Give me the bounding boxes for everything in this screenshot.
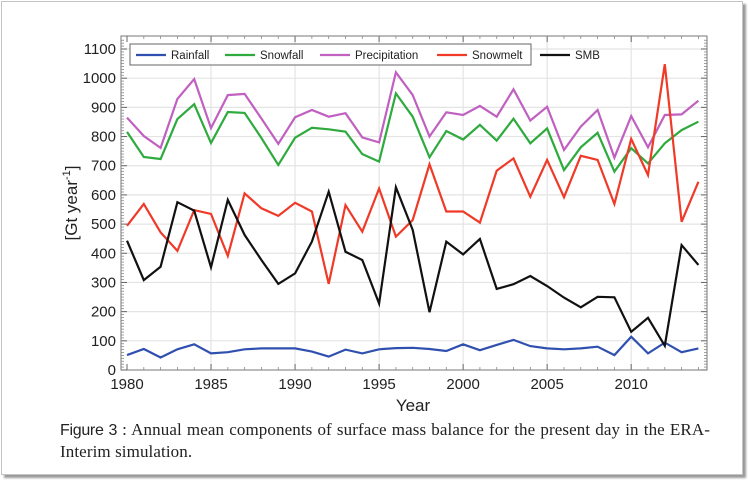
x-tick-label: 1985 (194, 376, 227, 393)
caption-label: Figure 3 (60, 422, 118, 439)
y-axis-label-close: ] (62, 166, 81, 171)
legend-label-snowfall: Snowfall (260, 50, 303, 62)
x-tick-label: 2000 (446, 376, 479, 393)
y-axis-label-base: [Gt year (62, 180, 81, 241)
series-lines (125, 64, 700, 359)
x-tick-label: 1995 (362, 376, 395, 393)
series-line-smb (125, 183, 700, 349)
series-line-precipitation (126, 69, 700, 161)
y-axis-label-sup: -1 (61, 170, 73, 180)
y-tick-label: 600 (91, 187, 116, 204)
series-precipitation (126, 69, 700, 161)
series-line-rainfall (126, 335, 699, 359)
legend-item-smb: SMB (540, 50, 600, 62)
y-tick-label: 1100 (84, 41, 116, 58)
legend-item-rainfall: Rainfall (136, 50, 209, 62)
series-smb (125, 183, 700, 349)
y-tick-label: 200 (91, 304, 116, 321)
series-rainfall (126, 335, 699, 359)
x-tick-label: 2010 (614, 376, 647, 393)
axis-ticks (121, 36, 707, 371)
series-snowmelt (126, 64, 700, 285)
grid-lines (121, 36, 707, 370)
caption-text: Annual mean components of surface mass b… (60, 420, 710, 461)
legend: Rainfall Snowfall Precipitation Snowmelt SMB (129, 43, 600, 66)
legend-label-precipitation: Precipitation (355, 50, 418, 62)
x-tick-label: 2005 (530, 376, 563, 393)
legend-item-snowmelt: Snowmelt (437, 50, 523, 62)
x-axis-label: Year (396, 396, 431, 415)
y-tick-label: 700 (91, 158, 116, 175)
y-tick-label: 500 (91, 216, 116, 233)
legend-item-precipitation: Precipitation (320, 50, 418, 62)
y-tick-label: 1000 (83, 70, 116, 87)
legend-item-snowfall: Snowfall (225, 50, 303, 62)
y-tick-label: 400 (91, 245, 116, 262)
y-tick-label: 0 (108, 362, 116, 379)
x-tick-label: 1980 (110, 376, 143, 393)
legend-label-rainfall: Rainfall (171, 50, 209, 62)
plot-area (120, 35, 708, 371)
y-tick-labels: 0 100 200 300 400 500 600 700 800 900 1000 1100 (83, 41, 116, 379)
y-tick-label: 100 (91, 333, 116, 350)
legend-label-smb: SMB (575, 50, 600, 62)
y-tick-label: 800 (91, 129, 116, 146)
y-tick-label: 300 (91, 274, 116, 291)
y-axis-label: [Gt year-1] (61, 166, 81, 241)
legend-label-snowmelt: Snowmelt (472, 50, 523, 62)
caption-separator: : (117, 420, 132, 439)
series-line-snowmelt (126, 64, 700, 285)
y-tick-label: 900 (91, 99, 116, 116)
x-tick-label: 1990 (278, 376, 311, 393)
x-tick-labels: 1980 1985 1990 1995 2000 2005 2010 (110, 376, 648, 393)
figure-caption: Figure 3 : Annual mean components of sur… (60, 419, 710, 462)
series-line-snowfall (126, 90, 699, 174)
series-snowfall (126, 90, 699, 174)
